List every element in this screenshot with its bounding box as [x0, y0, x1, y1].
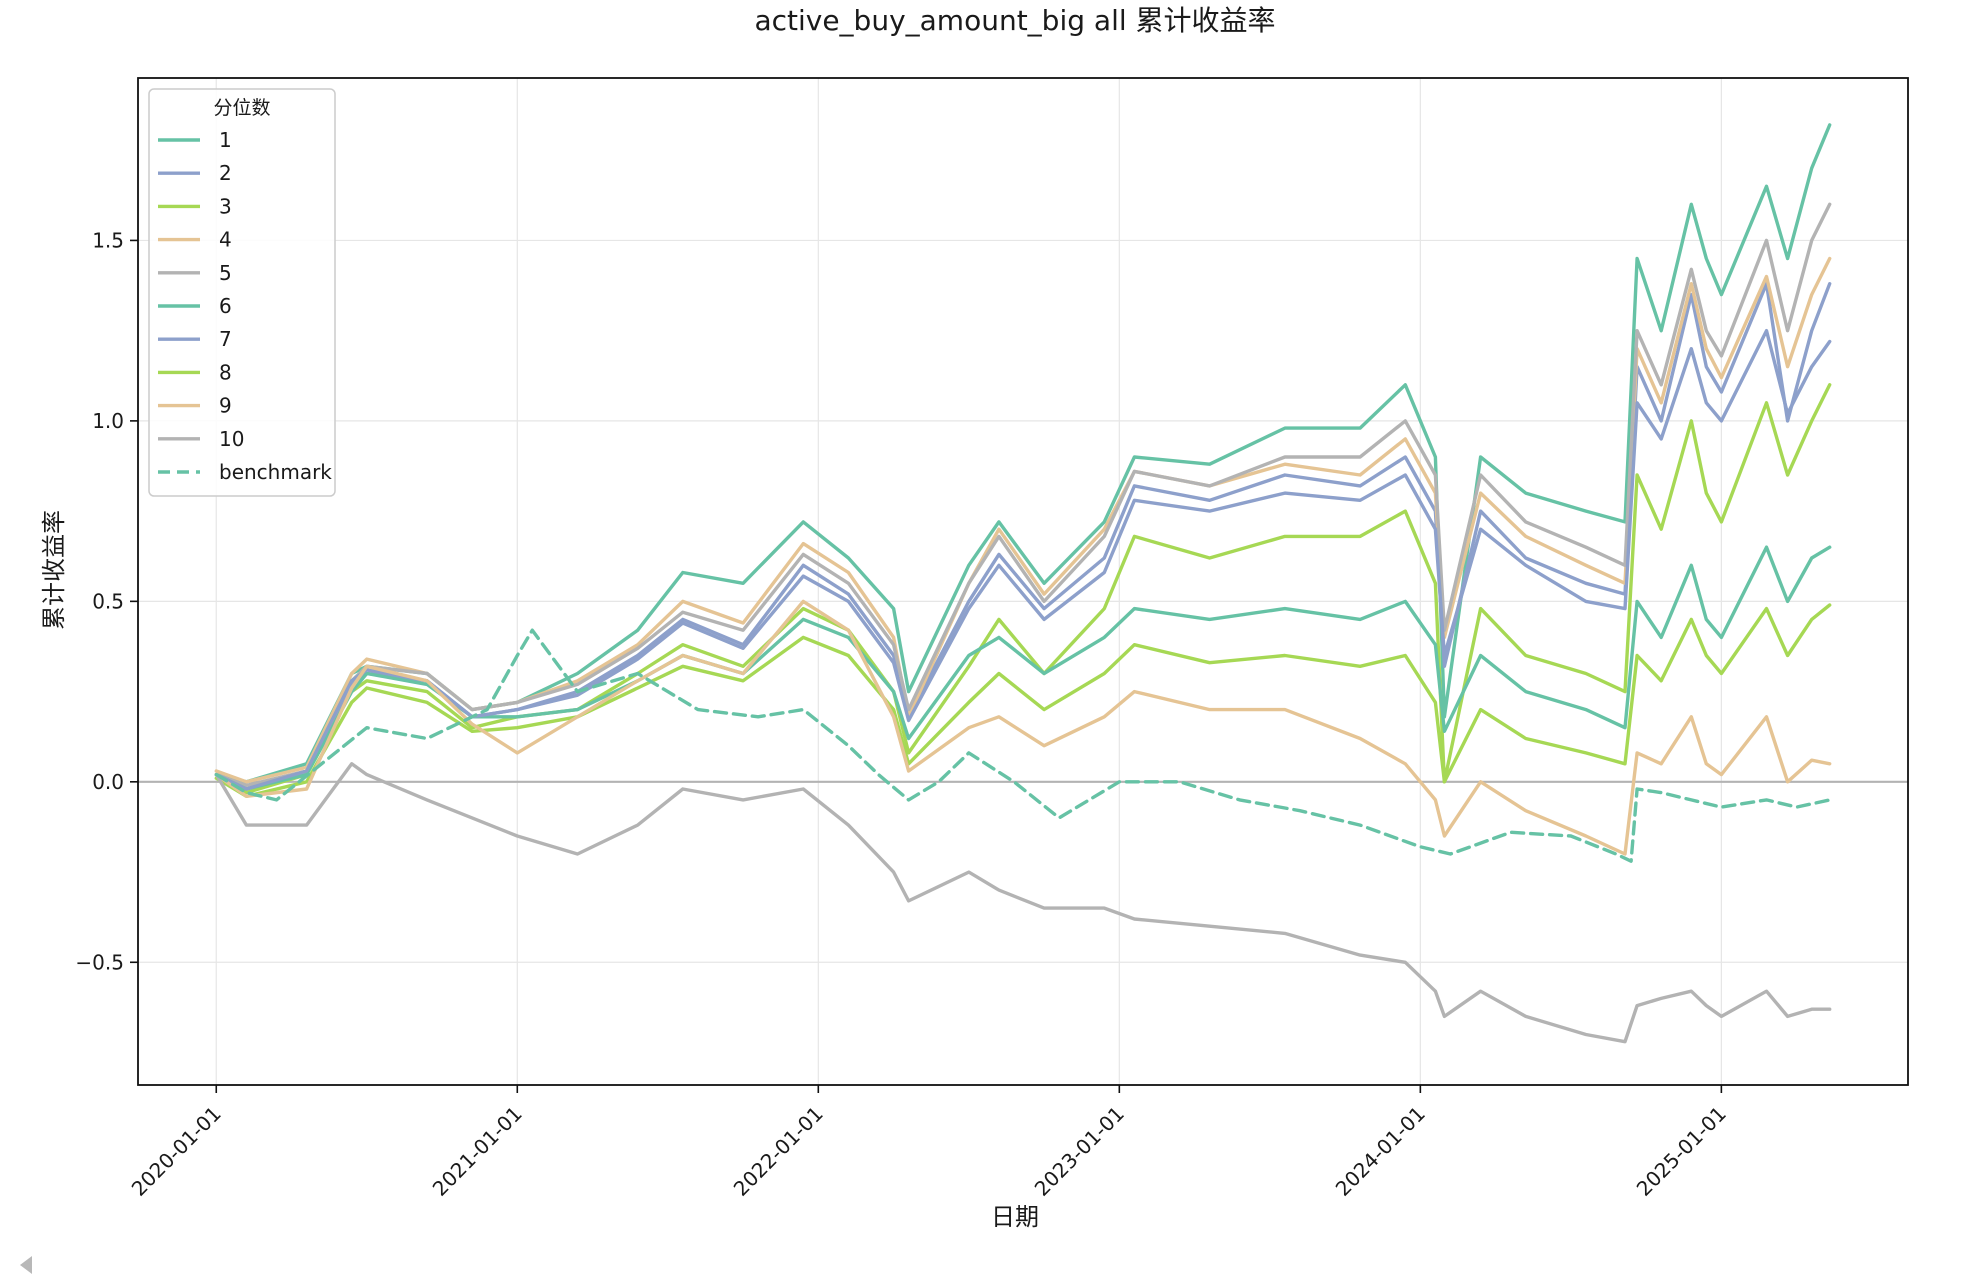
y-tick-label: 0.0 [92, 770, 124, 794]
plot-frame [137, 77, 1909, 1086]
y-tick-label: 0.5 [92, 589, 124, 613]
series-line-5 [214, 202, 1832, 788]
series-line-7 [214, 329, 1832, 791]
legend-label: benchmark [219, 460, 332, 484]
x-tick-label: 2021-01-01 [428, 1102, 527, 1201]
grid [138, 78, 1908, 1085]
legend-label: 7 [219, 327, 232, 351]
x-tick-label: 2024-01-01 [1331, 1102, 1430, 1201]
y-axis: −0.5 0.0 0.5 1.0 1.5 [75, 228, 138, 974]
x-tick-label: 2023-01-01 [1030, 1102, 1129, 1201]
x-tick-label: 2020-01-01 [127, 1102, 226, 1201]
x-axis: 2020-01-01 2021-01-01 2022-01-01 2023-01-01… [127, 1085, 1731, 1201]
y-axis-label: 累计收益率 [40, 510, 68, 630]
series-line-9 [214, 599, 1832, 856]
chart-title: active_buy_amount_big all 累计收益率 [754, 4, 1275, 37]
series-layer [214, 123, 1832, 1044]
x-tick-label: 2022-01-01 [729, 1102, 828, 1201]
series-line-benchmark [214, 628, 1832, 863]
series-line-3 [214, 383, 1832, 795]
series-line-8 [214, 603, 1832, 798]
legend-title: 分位数 [213, 97, 270, 119]
series-line-1 [214, 123, 1832, 784]
y-tick-label: 1.0 [92, 409, 124, 433]
legend-label: 4 [219, 228, 232, 252]
legend-label: 2 [219, 161, 232, 185]
legend-label: 10 [219, 427, 244, 451]
legend-box [148, 88, 336, 497]
series-line-10 [214, 762, 1832, 1044]
legend-label: 3 [219, 194, 232, 218]
legend: 分位数 1 2 3 4 5 6 7 8 9 10 benchmark [148, 88, 336, 497]
x-axis-label: 日期 [991, 1203, 1039, 1231]
series-line-4 [214, 256, 1832, 784]
legend-label: 9 [219, 394, 232, 418]
y-tick-label: −0.5 [75, 950, 124, 974]
legend-label: 6 [219, 294, 232, 318]
y-tick-label: 1.5 [92, 228, 124, 252]
legend-label: 1 [219, 128, 232, 152]
x-tick-label: 2025-01-01 [1632, 1102, 1731, 1201]
legend-label: 8 [219, 360, 232, 384]
legend-label: 5 [219, 261, 232, 285]
scroll-left-arrow-icon[interactable] [20, 1256, 32, 1274]
series-line-6 [214, 545, 1832, 791]
